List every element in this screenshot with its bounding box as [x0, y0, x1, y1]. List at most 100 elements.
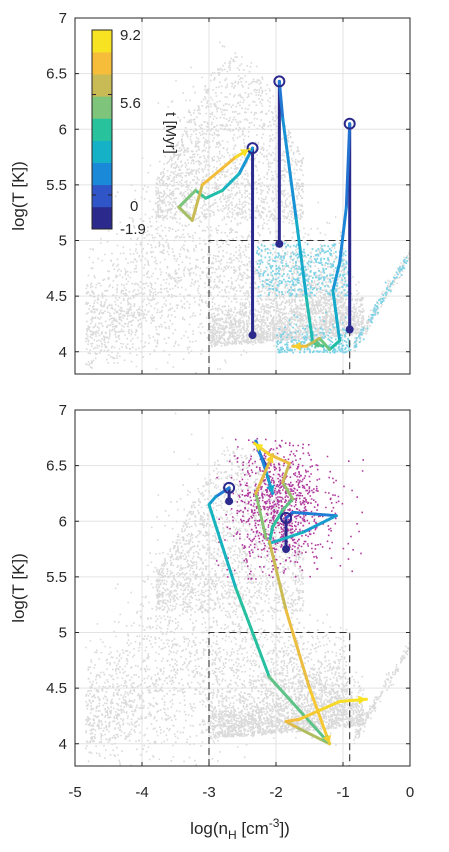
- arrow-head: [358, 695, 367, 705]
- x-tick-label: 0: [406, 784, 414, 801]
- colorbar-swatch: [92, 184, 112, 208]
- y-tick-label: 5.5: [46, 177, 67, 194]
- colorbar-swatch: [92, 140, 112, 163]
- track-segment: [328, 339, 342, 352]
- track-segment: [294, 216, 308, 298]
- arrow-head: [314, 339, 323, 348]
- end-dot: [275, 239, 284, 248]
- y-tick-label: 6: [59, 121, 67, 138]
- y-tick-label: 5: [59, 625, 67, 642]
- track-segment: [331, 261, 342, 293]
- y-axis-label: log(T [K]): [9, 161, 28, 231]
- colorbar-swatch: [92, 96, 112, 119]
- start-marker: [273, 75, 286, 88]
- track-segment: [177, 205, 194, 222]
- axes-frame: [74, 17, 411, 375]
- colorbar-frame: [91, 29, 113, 230]
- x-tick-labels: -5 -4 -3 -2 -1 0: [68, 784, 414, 801]
- colorbar-label: t [Myr]: [162, 112, 179, 154]
- track-segment: [331, 289, 342, 343]
- track-segment: [200, 155, 238, 187]
- particles: [256, 242, 408, 354]
- simulation-cloud: [85, 41, 410, 374]
- track-segment: [291, 510, 338, 518]
- arrow-head: [240, 149, 250, 157]
- hot-gas-particle-cloud: [215, 437, 364, 580]
- x-tick-label: -1: [336, 784, 349, 801]
- colorbar-tick-label: 5.6: [120, 95, 141, 112]
- x-tick-label: -2: [269, 784, 282, 801]
- gas-particle-cloud: [256, 242, 408, 354]
- end-dot: [248, 331, 257, 340]
- colorbar-swatch: [92, 30, 112, 53]
- y-tick-label: 4: [59, 736, 67, 753]
- panel-top: 44.555.566.57 log(T [K]) 9.2 5.6 0 -1.9 …: [9, 10, 411, 375]
- track-segment: [267, 675, 332, 746]
- tracer-tracks: [207, 439, 368, 746]
- y-tick-label: 6: [59, 513, 67, 530]
- start-marker: [280, 511, 293, 524]
- track-segment: [234, 586, 271, 679]
- track-segment: [338, 205, 348, 265]
- colorbar-tick-label: 0: [130, 198, 138, 215]
- track-segment: [207, 503, 238, 590]
- track-segment: [297, 708, 322, 721]
- start-marker: [246, 142, 259, 155]
- colorbar: [91, 29, 113, 230]
- track-segment: [271, 508, 285, 529]
- colorbar-tick-label: -1.9: [120, 221, 146, 238]
- colorbar-swatch: [92, 118, 112, 141]
- track-segment: [281, 480, 295, 501]
- track-segment: [220, 172, 241, 192]
- axes-frame: [74, 409, 411, 767]
- arrow-head: [266, 484, 275, 494]
- track-segment: [254, 491, 268, 540]
- x-tick-label: -3: [202, 784, 215, 801]
- start-marker: [343, 117, 356, 130]
- y-tick-label: 5: [59, 233, 67, 250]
- simulation-cloud: [85, 412, 410, 766]
- panel-bottom: 4 4.5 5 5.5 6 6.5 7 -5 -4 -3 -2 -1 0 log(T [K]) log…: [9, 402, 414, 842]
- track-segment: [267, 539, 288, 612]
- track-segment: [177, 188, 198, 209]
- track-segment: [281, 497, 295, 512]
- colorbar-swatch: [92, 162, 112, 186]
- end-dot: [225, 497, 234, 506]
- arrow-head: [322, 734, 331, 744]
- track-segment: [267, 530, 305, 545]
- tracer-tracks: [177, 75, 356, 352]
- track-segment: [214, 486, 231, 499]
- y-tick-label: 4.5: [46, 680, 67, 697]
- track-segment: [207, 495, 218, 507]
- track-segment: [344, 122, 352, 209]
- y-tick-label: 6.5: [46, 66, 67, 83]
- y-axis-label: log(T [K]): [9, 553, 28, 623]
- track-segment: [281, 461, 291, 484]
- y-tick-label: 5.5: [46, 569, 67, 586]
- colorbar-swatch: [92, 74, 112, 97]
- end-dot: [282, 545, 291, 554]
- cutoff-box: [208, 631, 351, 766]
- y-tick-labels: 4 4.5 5 5.5 6 6.5 7: [46, 10, 411, 374]
- track-segment: [277, 79, 285, 120]
- track-segment: [301, 514, 338, 534]
- start-marker: [223, 481, 236, 494]
- y-tick-labels: 4 4.5 5 5.5 6 6.5 7: [46, 402, 411, 766]
- track-segment: [304, 336, 322, 348]
- y-tick-label: 4: [59, 344, 67, 361]
- track-segment: [318, 699, 342, 712]
- colorbar-swatch: [92, 52, 112, 75]
- y-tick-label: 4.5: [46, 288, 67, 305]
- track-segment: [304, 294, 315, 345]
- y-tick-label: 7: [59, 10, 67, 27]
- colorbar-swatch: [92, 206, 112, 230]
- y-tick-label: 6.5: [46, 458, 67, 475]
- x-tick-label: -5: [68, 784, 81, 801]
- arrow-head: [292, 341, 301, 351]
- track-segment: [284, 717, 301, 723]
- track-segment: [204, 188, 224, 200]
- arrow-head: [254, 443, 264, 452]
- colorbar-tick-label: 9.2: [120, 27, 141, 44]
- x-tick-label: -4: [135, 784, 148, 801]
